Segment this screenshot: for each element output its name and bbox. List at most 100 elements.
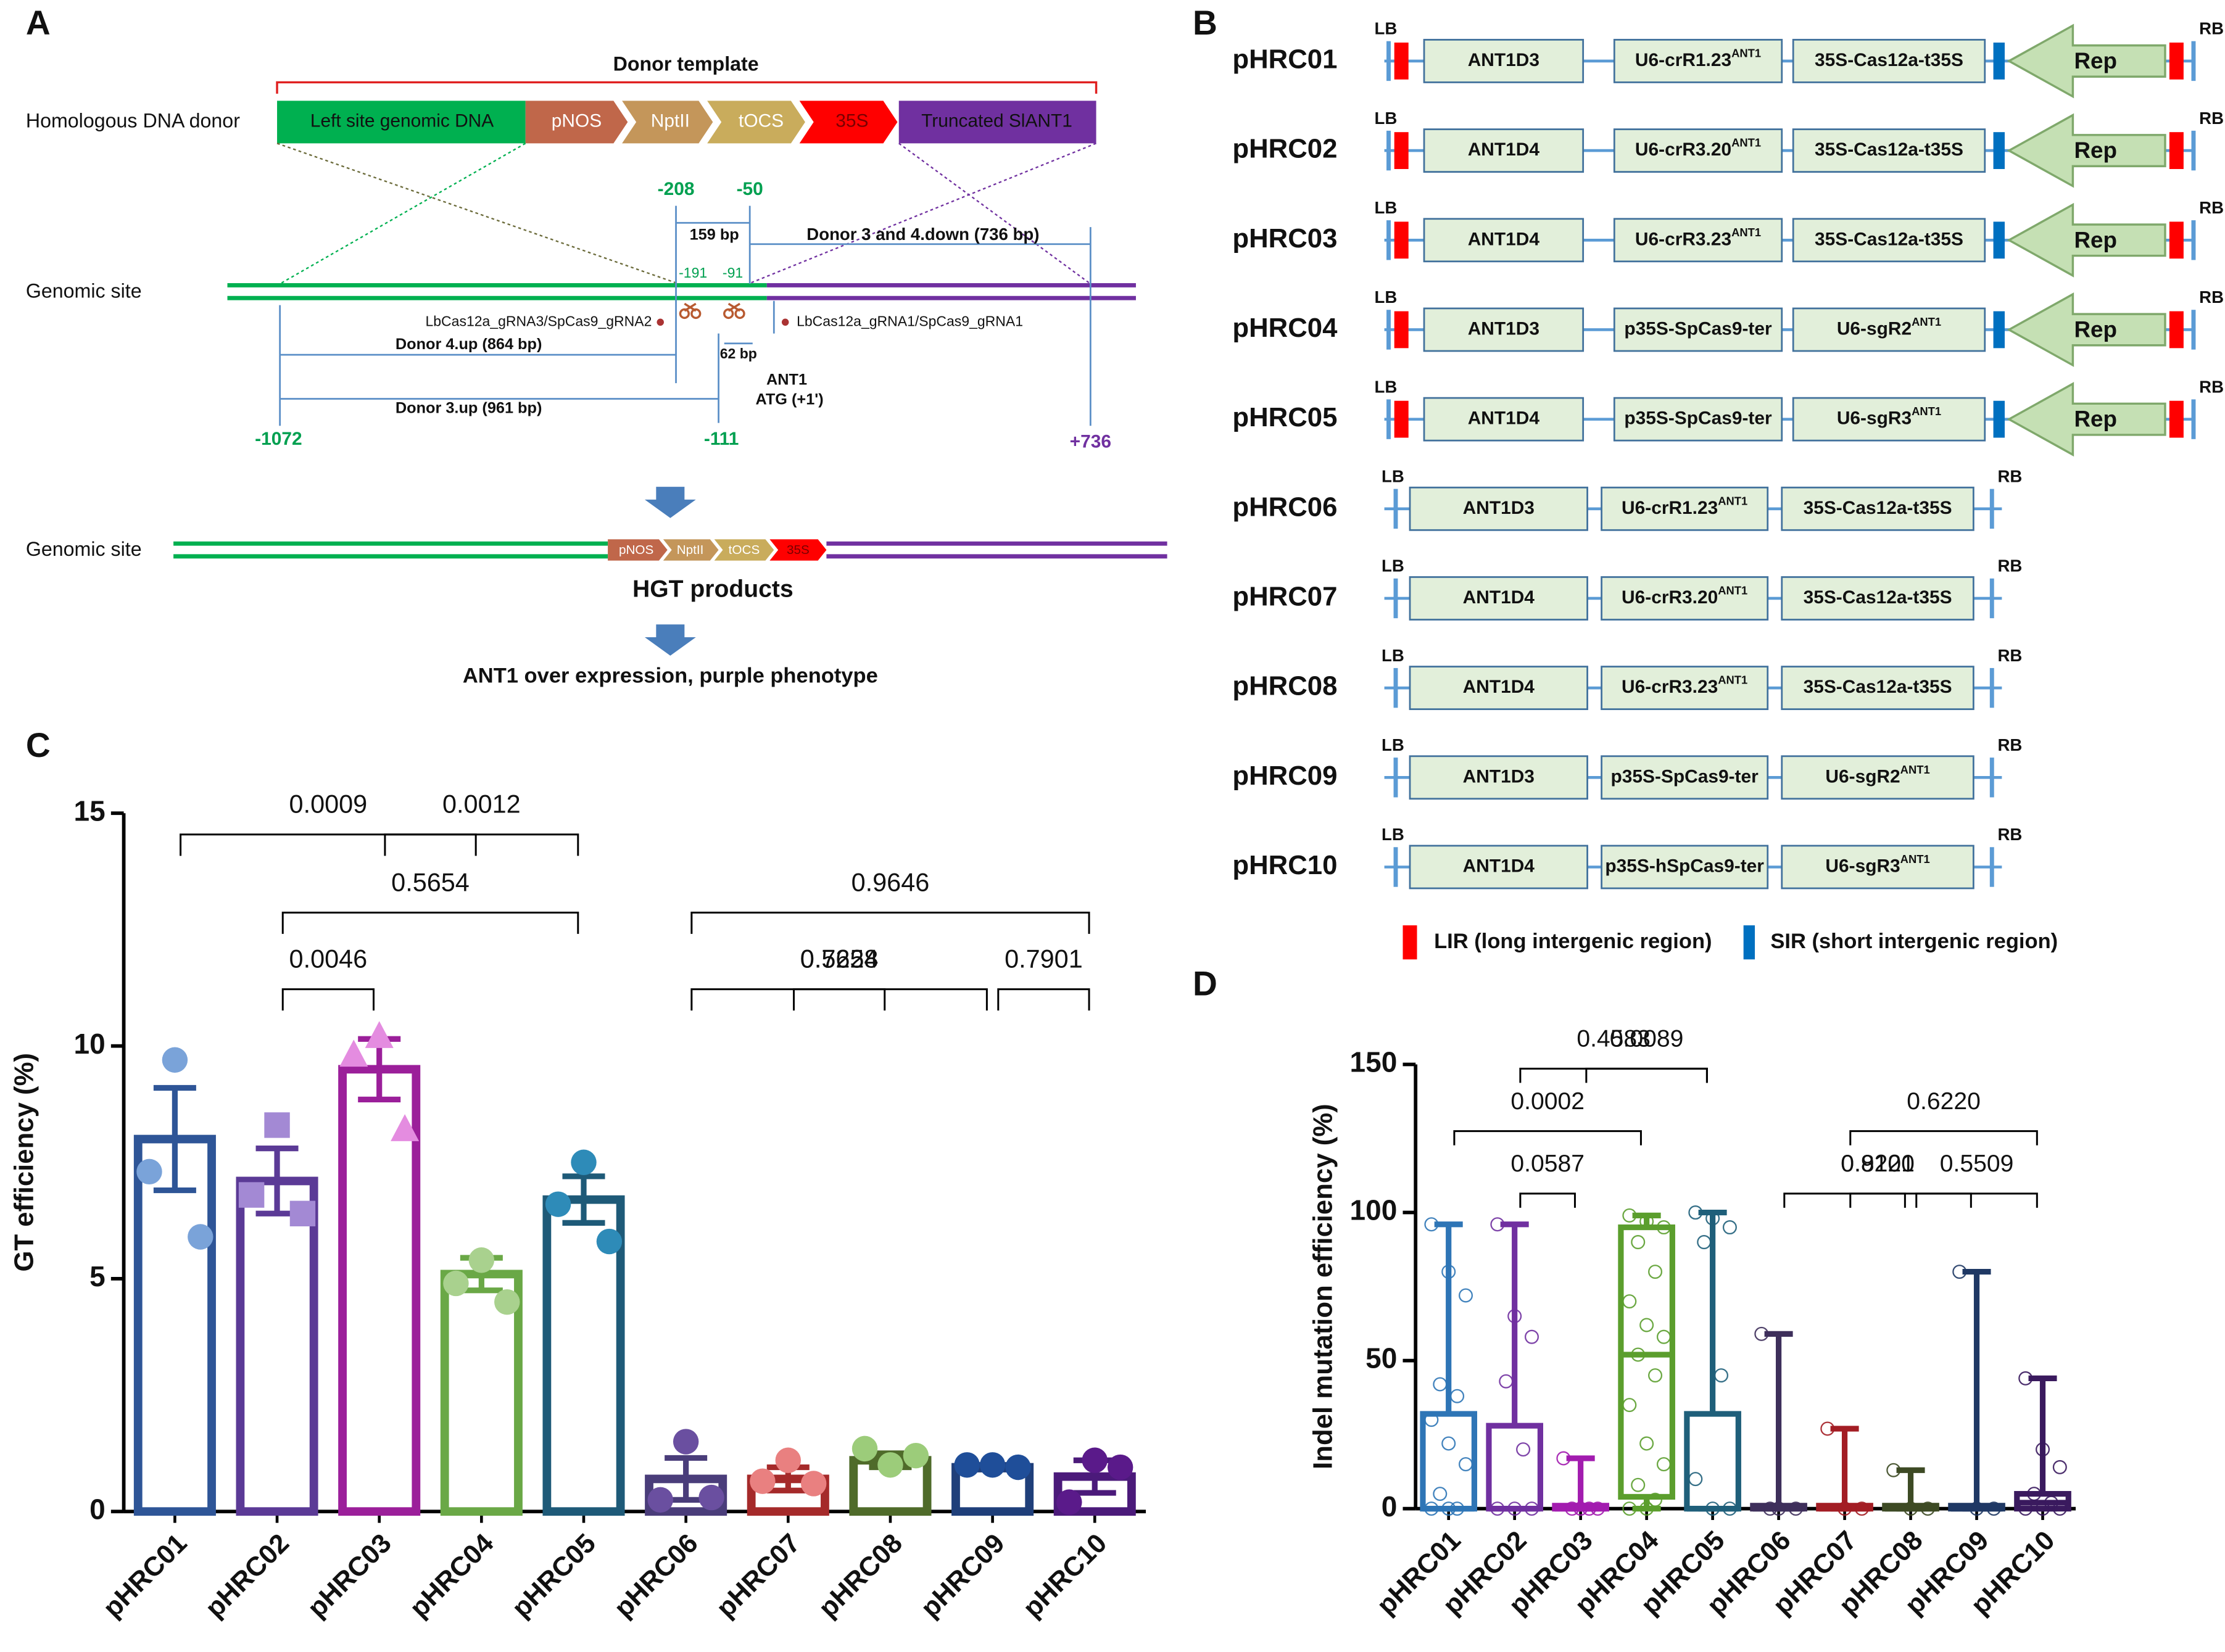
y-tick-label: 15	[73, 795, 105, 827]
module-box	[1792, 307, 1986, 352]
construct-name: pHRC03	[1232, 223, 1337, 254]
module-label: ANT1D4	[1468, 229, 1540, 249]
point	[647, 1487, 673, 1513]
point	[339, 1039, 368, 1067]
box	[1486, 1423, 1543, 1512]
bracket	[1915, 1192, 2038, 1208]
module-text: U6-crR1.23	[1635, 50, 1731, 70]
bracket	[1783, 1192, 1972, 1208]
panel-label: C	[26, 726, 51, 764]
panel-label: A	[26, 4, 51, 42]
bracket	[793, 988, 886, 1011]
bar	[236, 1176, 318, 1516]
module-box	[1409, 576, 1588, 621]
module-text: U6-sgR2	[1837, 318, 1912, 339]
point	[391, 1114, 420, 1141]
border	[2191, 220, 2196, 260]
bracket	[690, 988, 988, 1011]
module-box	[1423, 128, 1585, 173]
module-text: U6-crR3.20	[1622, 587, 1718, 608]
module-box	[1601, 755, 1769, 800]
point	[1854, 1501, 1869, 1516]
point	[1639, 1501, 1654, 1516]
legend-label: SIR (short intergenic region)	[1770, 930, 2058, 953]
point	[1458, 1457, 1473, 1472]
lb-label: LB	[1374, 198, 1397, 217]
rb-label: RB	[2199, 198, 2224, 217]
point	[1648, 1265, 1663, 1279]
module-box	[1613, 397, 1783, 442]
module-text: 35S-Cas12a-t35S	[1815, 229, 1963, 249]
module-sup: ANT1	[1731, 46, 1761, 59]
point	[289, 1200, 316, 1226]
lir	[1394, 311, 1409, 349]
module-sup: ANT1	[1912, 405, 1941, 418]
guide-label: LbCas12a_gRNA1/SpCas9_gRNA1	[797, 313, 1023, 329]
module-text: ANT1D3	[1468, 50, 1539, 70]
legend-swatch	[1403, 925, 1417, 960]
bracket	[1849, 1192, 1906, 1208]
box	[1684, 1411, 1741, 1512]
p-value: 0.0046	[289, 945, 368, 973]
module-label: ANT1D4	[1463, 677, 1535, 697]
segment-label: NptII	[651, 111, 690, 131]
module-box	[1792, 39, 1986, 83]
construct-name: pHRC05	[1232, 402, 1337, 432]
x-tick-label: pHRC09	[915, 1528, 1011, 1624]
donor-bracket	[276, 81, 1098, 94]
point	[903, 1442, 929, 1469]
module-box	[1423, 218, 1585, 263]
p-value: 0.0009	[289, 790, 368, 819]
point	[1490, 1501, 1505, 1516]
bracket	[997, 988, 1090, 1011]
border	[2191, 41, 2196, 81]
point	[1788, 1501, 1803, 1516]
point	[2027, 1487, 2042, 1501]
y-tick-label: 10	[73, 1028, 105, 1060]
point	[494, 1289, 520, 1315]
point	[698, 1484, 724, 1511]
point	[2036, 1442, 2050, 1457]
p-value: 0.4583	[1577, 1026, 1651, 1052]
module-sup: ANT1	[1718, 584, 1747, 597]
module-text: U6-crR1.23	[1622, 498, 1718, 518]
border	[1989, 578, 1994, 619]
segment	[663, 539, 719, 561]
point	[775, 1447, 801, 1473]
point	[1920, 1501, 1935, 1516]
lir	[2169, 400, 2184, 438]
p-value: 0.0002	[1510, 1088, 1585, 1115]
lir	[1394, 132, 1409, 170]
point	[877, 1452, 903, 1478]
point	[1688, 1472, 1703, 1487]
point	[1986, 1501, 2001, 1516]
rep-label: Rep	[2074, 138, 2117, 163]
segment-label: pNOS	[619, 543, 653, 557]
construct-name: pHRC06	[1232, 492, 1337, 522]
module-sup: ANT1	[1731, 136, 1761, 149]
lb-label: LB	[1374, 287, 1397, 307]
point	[1722, 1220, 1737, 1235]
module-box	[1601, 486, 1769, 531]
border	[2191, 310, 2196, 350]
module-text: p35S-SpCas9-ter	[1611, 766, 1759, 787]
module-text: ANT1D4	[1468, 408, 1540, 429]
point	[1763, 1501, 1778, 1516]
module-label: U6-sgR3ANT1	[1837, 405, 1941, 429]
sir	[1993, 400, 2005, 438]
point	[1714, 1368, 1729, 1383]
span: Donor 3 and 4.down (736 bp)	[806, 225, 1039, 244]
module-label: ANT1D3	[1463, 498, 1535, 518]
x-tick-label: pHRC05	[506, 1528, 602, 1624]
sir	[1993, 311, 2005, 349]
rep-label: Rep	[2074, 316, 2117, 342]
p-value: 0.5509	[1940, 1150, 2014, 1177]
segment	[769, 539, 827, 561]
legend-swatch	[1743, 925, 1755, 960]
module-text: U6-crR3.23	[1635, 229, 1731, 249]
point	[1433, 1487, 1448, 1501]
module-text: U6-sgR3	[1825, 856, 1900, 876]
border	[1386, 220, 1391, 260]
rb-label: RB	[1997, 646, 2022, 665]
